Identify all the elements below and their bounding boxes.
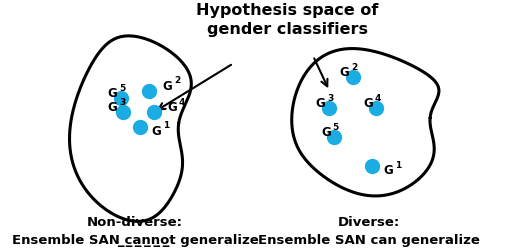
Text: 5: 5 [119, 84, 125, 93]
Point [136, 124, 144, 129]
Text: 2: 2 [174, 76, 180, 85]
Text: G: G [340, 66, 349, 79]
Text: G: G [108, 101, 117, 114]
Text: Ensemble SAN ̲c̲a̲n̲n̲o̲t generalize: Ensemble SAN ̲c̲a̲n̲n̲o̲t generalize [12, 234, 258, 246]
Text: 5: 5 [333, 123, 339, 132]
Text: G: G [383, 164, 393, 177]
Text: G: G [315, 98, 325, 110]
Point [117, 97, 125, 101]
Point [330, 135, 338, 139]
Text: 2: 2 [351, 62, 358, 72]
Text: 3: 3 [327, 94, 334, 103]
Text: Ensemble SAN can generalize: Ensemble SAN can generalize [258, 234, 480, 246]
Text: 4: 4 [179, 98, 185, 107]
Text: 3: 3 [119, 98, 125, 107]
Text: 1: 1 [395, 161, 401, 170]
Text: Non-diverse:: Non-diverse: [87, 216, 183, 229]
Point [349, 75, 357, 79]
Text: Hypothesis space of
gender classifiers: Hypothesis space of gender classifiers [196, 3, 378, 37]
Text: Diverse:: Diverse: [338, 216, 400, 229]
Text: G: G [321, 126, 331, 139]
Text: G: G [363, 98, 373, 110]
Point [118, 110, 127, 114]
Text: G: G [107, 87, 117, 100]
Text: 1: 1 [163, 121, 170, 130]
Point [367, 164, 376, 168]
Point [372, 106, 381, 110]
Text: G: G [151, 124, 161, 138]
Text: G: G [167, 101, 177, 114]
Point [150, 110, 158, 114]
Text: 4: 4 [375, 94, 381, 103]
Text: G: G [162, 80, 172, 93]
Point [325, 106, 334, 110]
Point [145, 89, 153, 93]
